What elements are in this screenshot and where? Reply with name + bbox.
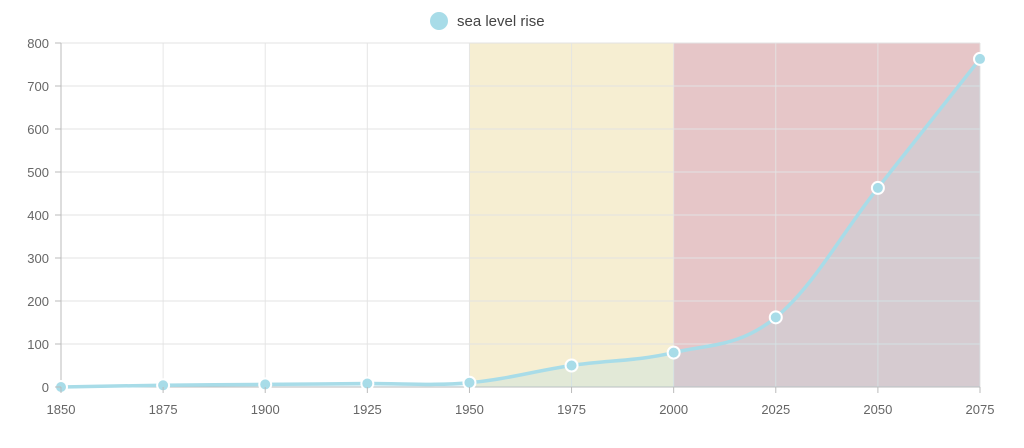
y-tick-label: 700: [27, 79, 49, 94]
y-tick-label: 400: [27, 208, 49, 223]
area-layer: [61, 58, 980, 387]
x-axis-ticks: 1850 1875 1900 1925 1950 1975 2000 2025 2050 2075: [47, 387, 995, 417]
x-tick-label: 1900: [251, 402, 280, 417]
series-line-layer: [59, 57, 982, 389]
x-tick-label: 2075: [966, 402, 995, 417]
x-tick-label: 1950: [455, 402, 484, 417]
y-tick-label: 600: [27, 122, 49, 137]
x-tick-label: 1850: [47, 402, 76, 417]
y-axis-ticks: 0 100 200 300 400 500 600 700 800: [27, 36, 61, 395]
x-tick-label: 1975: [557, 402, 586, 417]
y-tick-label: 800: [27, 36, 49, 51]
legend-swatch-icon: [428, 10, 450, 32]
points-layer: [54, 51, 987, 394]
series-area: [61, 58, 980, 387]
legend[interactable]: sea level rise: [428, 10, 545, 32]
x-tick-label: 1925: [353, 402, 382, 417]
y-tick-label: 300: [27, 251, 49, 266]
data-point[interactable]: [462, 375, 477, 390]
data-point[interactable]: [768, 310, 783, 325]
data-point[interactable]: [564, 358, 579, 373]
x-tick-label: 2025: [761, 402, 790, 417]
data-point[interactable]: [666, 345, 681, 360]
data-point[interactable]: [973, 51, 987, 66]
y-tick-label: 100: [27, 337, 49, 352]
series-line: [59, 57, 982, 389]
grid: [60, 42, 981, 388]
legend-label: sea level rise: [457, 13, 545, 30]
y-tick-label: 200: [27, 294, 49, 309]
y-tick-label: 0: [42, 380, 49, 395]
x-tick-label: 1875: [149, 402, 178, 417]
x-tick-label: 2050: [863, 402, 892, 417]
data-point[interactable]: [870, 180, 885, 195]
x-tick-label: 2000: [659, 402, 688, 417]
y-tick-label: 500: [27, 165, 49, 180]
